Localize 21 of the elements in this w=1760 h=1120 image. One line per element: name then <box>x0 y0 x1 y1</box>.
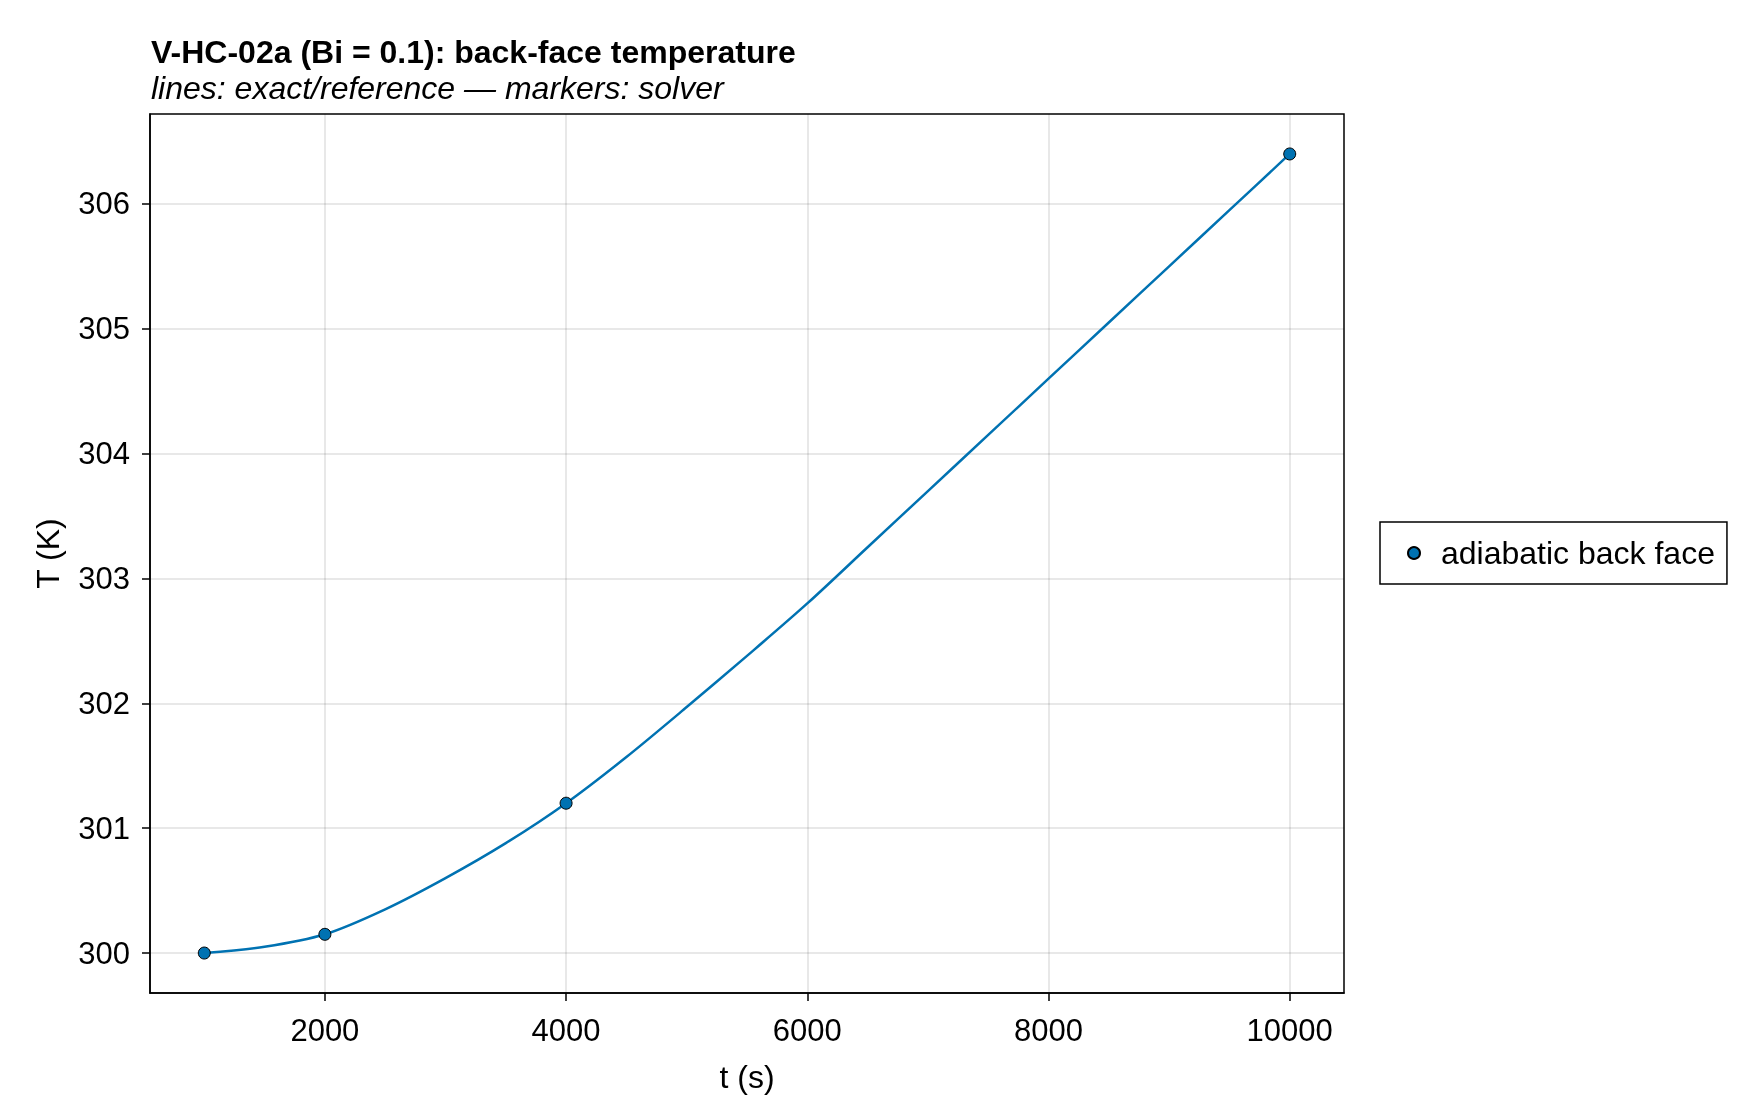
chart-title: V-HC-02a (Bi = 0.1): back-face temperature <box>151 34 796 70</box>
point <box>197 946 211 960</box>
point <box>559 796 573 810</box>
y-axis-title: T (K) <box>30 518 66 589</box>
x-tick-label: 8000 <box>1014 1013 1083 1048</box>
x-tick-label: 10000 <box>1246 1013 1333 1048</box>
legend-label: adiabatic back face <box>1441 535 1715 571</box>
point <box>318 927 332 941</box>
y-tick-label: 303 <box>78 560 130 596</box>
x-axis-title: t (s) <box>719 1059 775 1095</box>
chart-subtitle: lines: exact/reference — markers: solver <box>151 70 725 106</box>
y-tick-label: 304 <box>78 436 130 472</box>
y-tick-label: 302 <box>78 685 130 721</box>
y-tick-label: 305 <box>78 311 130 347</box>
y-tick-label: 306 <box>78 186 130 222</box>
y-tick-label: 300 <box>78 935 130 971</box>
y-tick-label: 301 <box>78 810 130 846</box>
point <box>1283 147 1297 161</box>
x-tick-label: 6000 <box>772 1013 842 1048</box>
x-tick-label: 2000 <box>290 1013 360 1048</box>
x-tick-label: 4000 <box>531 1013 601 1048</box>
